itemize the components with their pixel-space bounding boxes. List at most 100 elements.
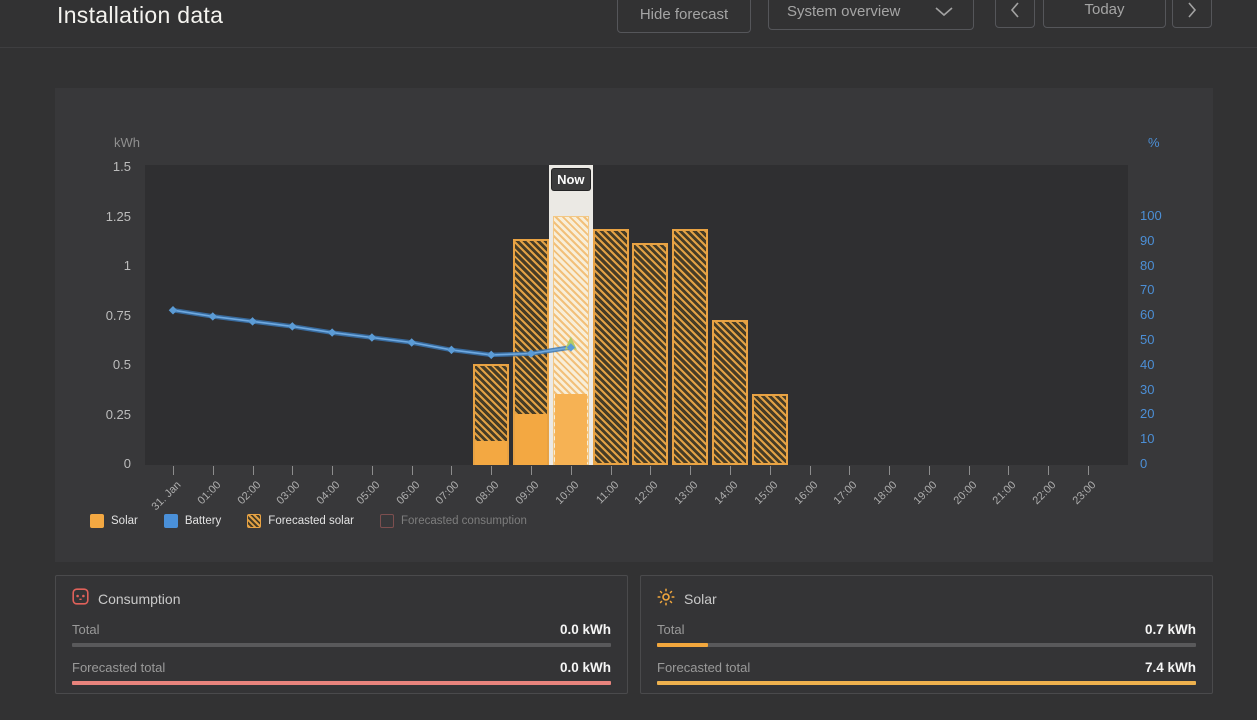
consumption-card-title: Consumption xyxy=(98,591,181,607)
x-tick-mark xyxy=(332,466,334,475)
percent-tick-label: 30 xyxy=(1140,381,1155,397)
chart-legend: Solar Battery Forecasted solar Forecasted c… xyxy=(90,514,527,528)
x-tick-mark xyxy=(809,466,811,475)
meter-label: Forecasted total xyxy=(72,660,166,675)
meter-track xyxy=(72,681,611,685)
kwh-tick-label: 1.5 xyxy=(112,159,131,174)
x-tick-mark xyxy=(292,466,294,475)
legend-label: Battery xyxy=(184,515,222,527)
meter-label: Total xyxy=(72,622,100,637)
x-tick-mark xyxy=(1088,466,1089,475)
kwh-tick-label: 0 xyxy=(123,456,131,471)
x-tick-mark xyxy=(1008,466,1010,475)
percent-tick-label: 50 xyxy=(1140,332,1155,347)
view-selector-dropdown[interactable]: System overview xyxy=(768,0,974,30)
battery-line xyxy=(168,305,577,360)
meter-label: Total xyxy=(657,622,685,637)
today-label: Today xyxy=(1084,1,1125,18)
meter-fill xyxy=(657,643,709,647)
chevron-left-icon xyxy=(1010,2,1020,18)
hide-forecast-label: Hide forecast xyxy=(639,6,729,23)
x-tick-mark xyxy=(570,466,572,475)
percent-tick-label: 70 xyxy=(1140,282,1155,298)
legend-item-solar[interactable]: Solar xyxy=(90,514,138,528)
percent-tick-label: 20 xyxy=(1140,406,1155,422)
solar-card-title: Solar xyxy=(684,591,717,607)
forecasted-solar-bar[interactable] xyxy=(592,229,629,465)
x-tick-mark xyxy=(769,466,771,475)
sun-icon xyxy=(657,587,675,611)
meter-value: 0.0 kWh xyxy=(559,660,611,675)
next-day-button[interactable] xyxy=(1172,0,1212,28)
meter-fill xyxy=(72,681,611,685)
kwh-tick-label: 1 xyxy=(123,258,131,273)
forecasted-solar-bar[interactable] xyxy=(711,320,748,465)
x-tick-mark xyxy=(411,466,413,475)
now-marker-label: Now xyxy=(551,169,590,190)
today-button[interactable]: Today xyxy=(1043,0,1166,28)
legend-label: Forecasted solar xyxy=(268,515,354,527)
x-tick-mark xyxy=(889,466,891,475)
solar-bar[interactable] xyxy=(475,441,508,465)
x-tick-mark xyxy=(371,466,373,475)
x-tick-mark xyxy=(1048,466,1050,475)
solar-total-row: Total 0.7 kWh xyxy=(657,622,1196,637)
x-tick-mark xyxy=(173,466,174,475)
percent-tick-label: 100 xyxy=(1140,208,1162,223)
kwh-tick-label: 1.25 xyxy=(105,208,131,224)
legend-label: Forecasted consumption xyxy=(400,515,527,527)
kwh-tick-label: 0.75 xyxy=(105,307,131,323)
meter-track xyxy=(657,643,1196,647)
meter-track xyxy=(657,681,1196,685)
x-tick-mark xyxy=(531,466,533,475)
x-tick-mark xyxy=(849,466,851,475)
legend-swatch xyxy=(163,514,178,528)
meter-value: 0.0 kWh xyxy=(559,622,611,637)
prev-day-button[interactable] xyxy=(995,0,1035,28)
meter-track xyxy=(72,643,611,647)
page-title: Installation data xyxy=(57,2,224,28)
charging-arrow-icon xyxy=(564,336,577,350)
forecasted-solar-bar[interactable] xyxy=(751,393,788,465)
forecasted-solar-bar[interactable] xyxy=(672,229,709,465)
legend-label: Solar xyxy=(111,515,138,527)
x-tick-mark xyxy=(212,466,214,475)
solar-card: Solar Total 0.7 kWh Forecasted total 7.4 kW… xyxy=(640,575,1213,694)
solar-bar[interactable] xyxy=(554,393,587,465)
solar-forecasted-total-row: Forecasted total 7.4 kWh xyxy=(657,660,1196,675)
percent-tick-label: 40 xyxy=(1140,356,1155,372)
forecasted-solar-bar[interactable] xyxy=(632,243,669,465)
percent-tick-label: 60 xyxy=(1140,307,1155,323)
x-tick-mark xyxy=(729,466,731,475)
view-selector-value: System overview xyxy=(787,3,901,20)
legend-swatch xyxy=(247,514,262,528)
x-tick-mark xyxy=(252,466,254,475)
percent-tick-label: 80 xyxy=(1140,257,1155,273)
right-axis-unit: % xyxy=(1148,135,1160,150)
x-tick-mark xyxy=(451,466,453,475)
chevron-down-icon xyxy=(935,7,953,17)
chart-plot-area[interactable]: Now xyxy=(145,165,1128,465)
meter-value: 0.7 kWh xyxy=(1144,622,1196,637)
x-tick-mark xyxy=(968,466,970,475)
x-tick-mark xyxy=(491,466,493,475)
hide-forecast-button[interactable]: Hide forecast xyxy=(617,0,751,33)
solar-bar[interactable] xyxy=(515,413,548,465)
consumption-total-row: Total 0.0 kWh xyxy=(72,622,611,637)
page-header: Installation data Hide forecast System o… xyxy=(0,0,1257,48)
legend-item-battery[interactable]: Battery xyxy=(163,514,222,528)
kwh-tick-label: 0.5 xyxy=(112,357,131,372)
x-tick-mark xyxy=(610,466,612,475)
x-tick-mark xyxy=(690,466,692,475)
legend-item-forecasted-solar[interactable]: Forecasted solar xyxy=(247,514,354,528)
left-axis-unit: kWh xyxy=(114,135,140,150)
percent-tick-label: 90 xyxy=(1140,232,1155,248)
legend-swatch xyxy=(90,514,104,528)
x-tick-mark xyxy=(928,466,930,475)
kwh-tick-label: 0.25 xyxy=(105,406,131,422)
x-tick-mark xyxy=(650,466,652,475)
outlet-icon xyxy=(72,588,89,610)
consumption-forecasted-total-row: Forecasted total 0.0 kWh xyxy=(72,660,611,675)
legend-swatch xyxy=(379,514,394,528)
legend-item-forecasted-consumption[interactable]: Forecasted consumption xyxy=(379,514,527,528)
